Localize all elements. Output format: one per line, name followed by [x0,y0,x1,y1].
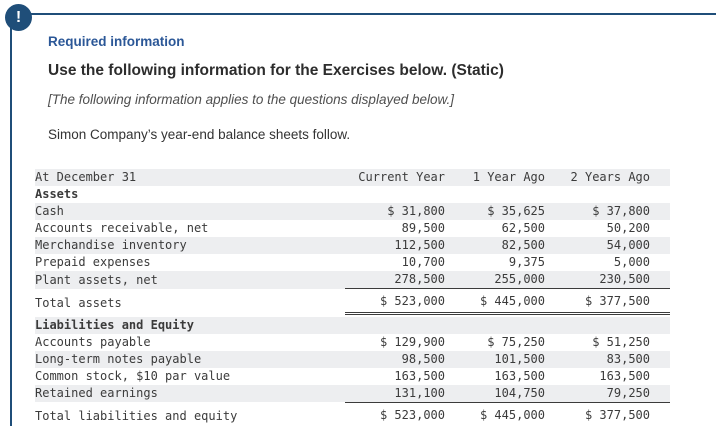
value-cell: 9,375 [508,255,545,269]
value-cell: 98,500 [345,350,445,368]
value-cell: 278,500 [345,271,445,289]
value-cell: 10,700 [401,255,445,269]
value-cell: 79,250 [545,384,670,403]
panel-top-border [18,13,716,15]
value-cell: $ 523,000 [345,402,445,426]
row-label: Merchandise inventory [35,237,345,254]
value-cell: $ 35,625 [445,203,545,220]
value-cell: 163,500 [494,368,545,383]
value-cell: $ 37,800 [545,203,670,220]
table-row-accounts-payable: Accounts payable $ 129,900 $ 75,250 $ 51… [35,334,670,351]
section-row-liabilities-equity: Liabilities and Equity [35,316,670,334]
value-cell: 230,500 [545,271,670,289]
column-header-current-year: Current Year [345,169,445,186]
table-row-prepaid-expenses: Prepaid expenses 10,700 9,375 5,000 [35,254,670,271]
total-row-assets: Total assets $ 523,000 $ 445,000 $ 377,5… [35,288,670,315]
value-cell: $ 445,000 [445,288,545,315]
row-label: Plant assets, net [35,271,345,289]
table-row-accounts-receivable: Accounts receivable, net 89,500 62,500 5… [35,220,670,237]
required-information-label: Required information [48,34,185,49]
table-row-retained-earnings: Retained earnings 131,100 104,750 79,250 [35,384,670,403]
table-row-common-stock: Common stock, $10 par value 163,500 163,… [35,368,670,385]
row-label: Common stock, $10 par value [35,368,231,383]
intro-text: Simon Company’s year-end balance sheets … [48,127,351,142]
value-cell: 112,500 [345,237,445,254]
value-cell: $ 75,250 [487,334,545,349]
value-cell: 163,500 [599,368,650,383]
exercise-title: Use the following information for the Ex… [48,62,504,79]
row-label: Long-term notes payable [35,350,345,368]
section-label: Assets [35,187,79,201]
column-header-label: At December 31 [35,169,345,186]
value-cell: $ 377,500 [545,288,670,315]
value-cell: 83,500 [545,350,670,368]
value-cell: 82,500 [445,237,545,254]
value-cell: 104,750 [445,384,545,403]
table-row-plant-assets: Plant assets, net 278,500 255,000 230,50… [35,271,670,289]
row-label: Retained earnings [35,384,345,402]
row-label: Total assets [35,295,122,310]
row-label: Accounts payable [35,334,151,349]
row-label: Prepaid expenses [35,255,151,269]
section-label: Liabilities and Equity [35,316,345,334]
row-label: Cash [35,203,345,220]
value-cell: $ 523,000 [345,288,445,315]
table-header-row: At December 31 Current Year 1 Year Ago 2… [35,169,670,186]
value-cell: $ 129,900 [379,334,445,349]
column-header-1-year-ago: 1 Year Ago [445,169,545,186]
column-header-2-years-ago: 2 Years Ago [545,169,670,186]
table-spacer [35,313,670,317]
value-cell: $ 51,250 [592,334,650,349]
row-label: Total liabilities and equity [35,409,238,423]
section-row-assets: Assets [35,186,670,203]
table-row-cash: Cash $ 31,800 $ 35,625 $ 37,800 [35,203,670,220]
value-cell: 163,500 [394,368,445,383]
total-row-liabilities-equity: Total liabilities and equity $ 523,000 $… [35,402,670,426]
value-cell: 131,100 [345,384,445,403]
value-cell: 255,000 [445,271,545,289]
value-cell: 62,500 [501,221,545,235]
value-cell: $ 377,500 [545,402,670,426]
value-cell: $ 31,800 [345,203,445,220]
value-cell: 54,000 [545,237,670,254]
panel-left-border [10,17,12,426]
value-cell: $ 445,000 [445,402,545,426]
value-cell: 101,500 [445,350,545,368]
value-cell: 89,500 [401,221,445,235]
table-row-long-term-notes: Long-term notes payable 98,500 101,500 8… [35,350,670,368]
value-cell: 5,000 [613,255,650,269]
exclamation-icon: ! [5,4,32,31]
balance-sheet-table: At December 31 Current Year 1 Year Ago 2… [35,169,670,426]
value-cell: 50,200 [606,221,650,235]
applies-note: [The following information applies to th… [48,92,454,107]
row-label: Accounts receivable, net [35,221,209,235]
table-row-merchandise-inventory: Merchandise inventory 112,500 82,500 54,… [35,237,670,254]
